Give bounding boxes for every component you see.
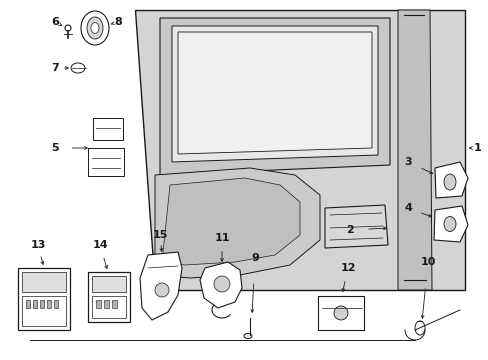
Ellipse shape <box>443 216 455 231</box>
Ellipse shape <box>81 11 109 45</box>
Polygon shape <box>155 168 319 278</box>
Polygon shape <box>140 252 182 320</box>
Ellipse shape <box>91 23 99 33</box>
Text: 2: 2 <box>346 225 353 235</box>
Polygon shape <box>434 162 467 198</box>
Text: 4: 4 <box>403 203 411 213</box>
Ellipse shape <box>443 174 455 190</box>
Ellipse shape <box>155 283 169 297</box>
Bar <box>93 118 123 140</box>
Bar <box>33 300 37 308</box>
Bar <box>54 300 58 308</box>
Polygon shape <box>433 206 467 242</box>
Ellipse shape <box>244 333 251 338</box>
Text: 7: 7 <box>51 63 59 73</box>
Bar <box>26 300 30 308</box>
Bar <box>88 148 124 176</box>
Polygon shape <box>162 178 299 265</box>
Text: 5: 5 <box>51 143 59 153</box>
Text: 13: 13 <box>30 240 45 250</box>
Text: 11: 11 <box>214 233 229 243</box>
Bar <box>18 268 70 330</box>
Text: 3: 3 <box>404 157 411 167</box>
Ellipse shape <box>71 63 85 73</box>
Text: 10: 10 <box>420 257 435 267</box>
Bar <box>104 300 109 308</box>
Ellipse shape <box>333 306 347 320</box>
Bar <box>96 300 101 308</box>
Bar <box>317 296 363 330</box>
Polygon shape <box>172 26 377 162</box>
Ellipse shape <box>214 276 229 292</box>
Bar <box>47 300 51 308</box>
Ellipse shape <box>87 17 103 39</box>
Text: 15: 15 <box>152 230 167 240</box>
Polygon shape <box>160 18 389 175</box>
Polygon shape <box>200 262 242 308</box>
Polygon shape <box>178 32 371 154</box>
Polygon shape <box>135 10 464 290</box>
Bar <box>92 296 126 318</box>
Text: 9: 9 <box>250 253 259 263</box>
Ellipse shape <box>414 321 424 335</box>
Text: 8: 8 <box>114 17 122 27</box>
Polygon shape <box>397 10 431 290</box>
Text: 12: 12 <box>340 263 355 273</box>
Polygon shape <box>325 205 387 248</box>
Bar <box>22 272 66 292</box>
Text: 6: 6 <box>51 17 59 27</box>
Bar <box>40 300 44 308</box>
Bar <box>22 296 66 326</box>
Text: 1: 1 <box>473 143 481 153</box>
Ellipse shape <box>65 25 71 31</box>
Bar <box>92 276 126 292</box>
Text: 14: 14 <box>92 240 107 250</box>
Bar <box>112 300 117 308</box>
Bar <box>88 272 130 322</box>
